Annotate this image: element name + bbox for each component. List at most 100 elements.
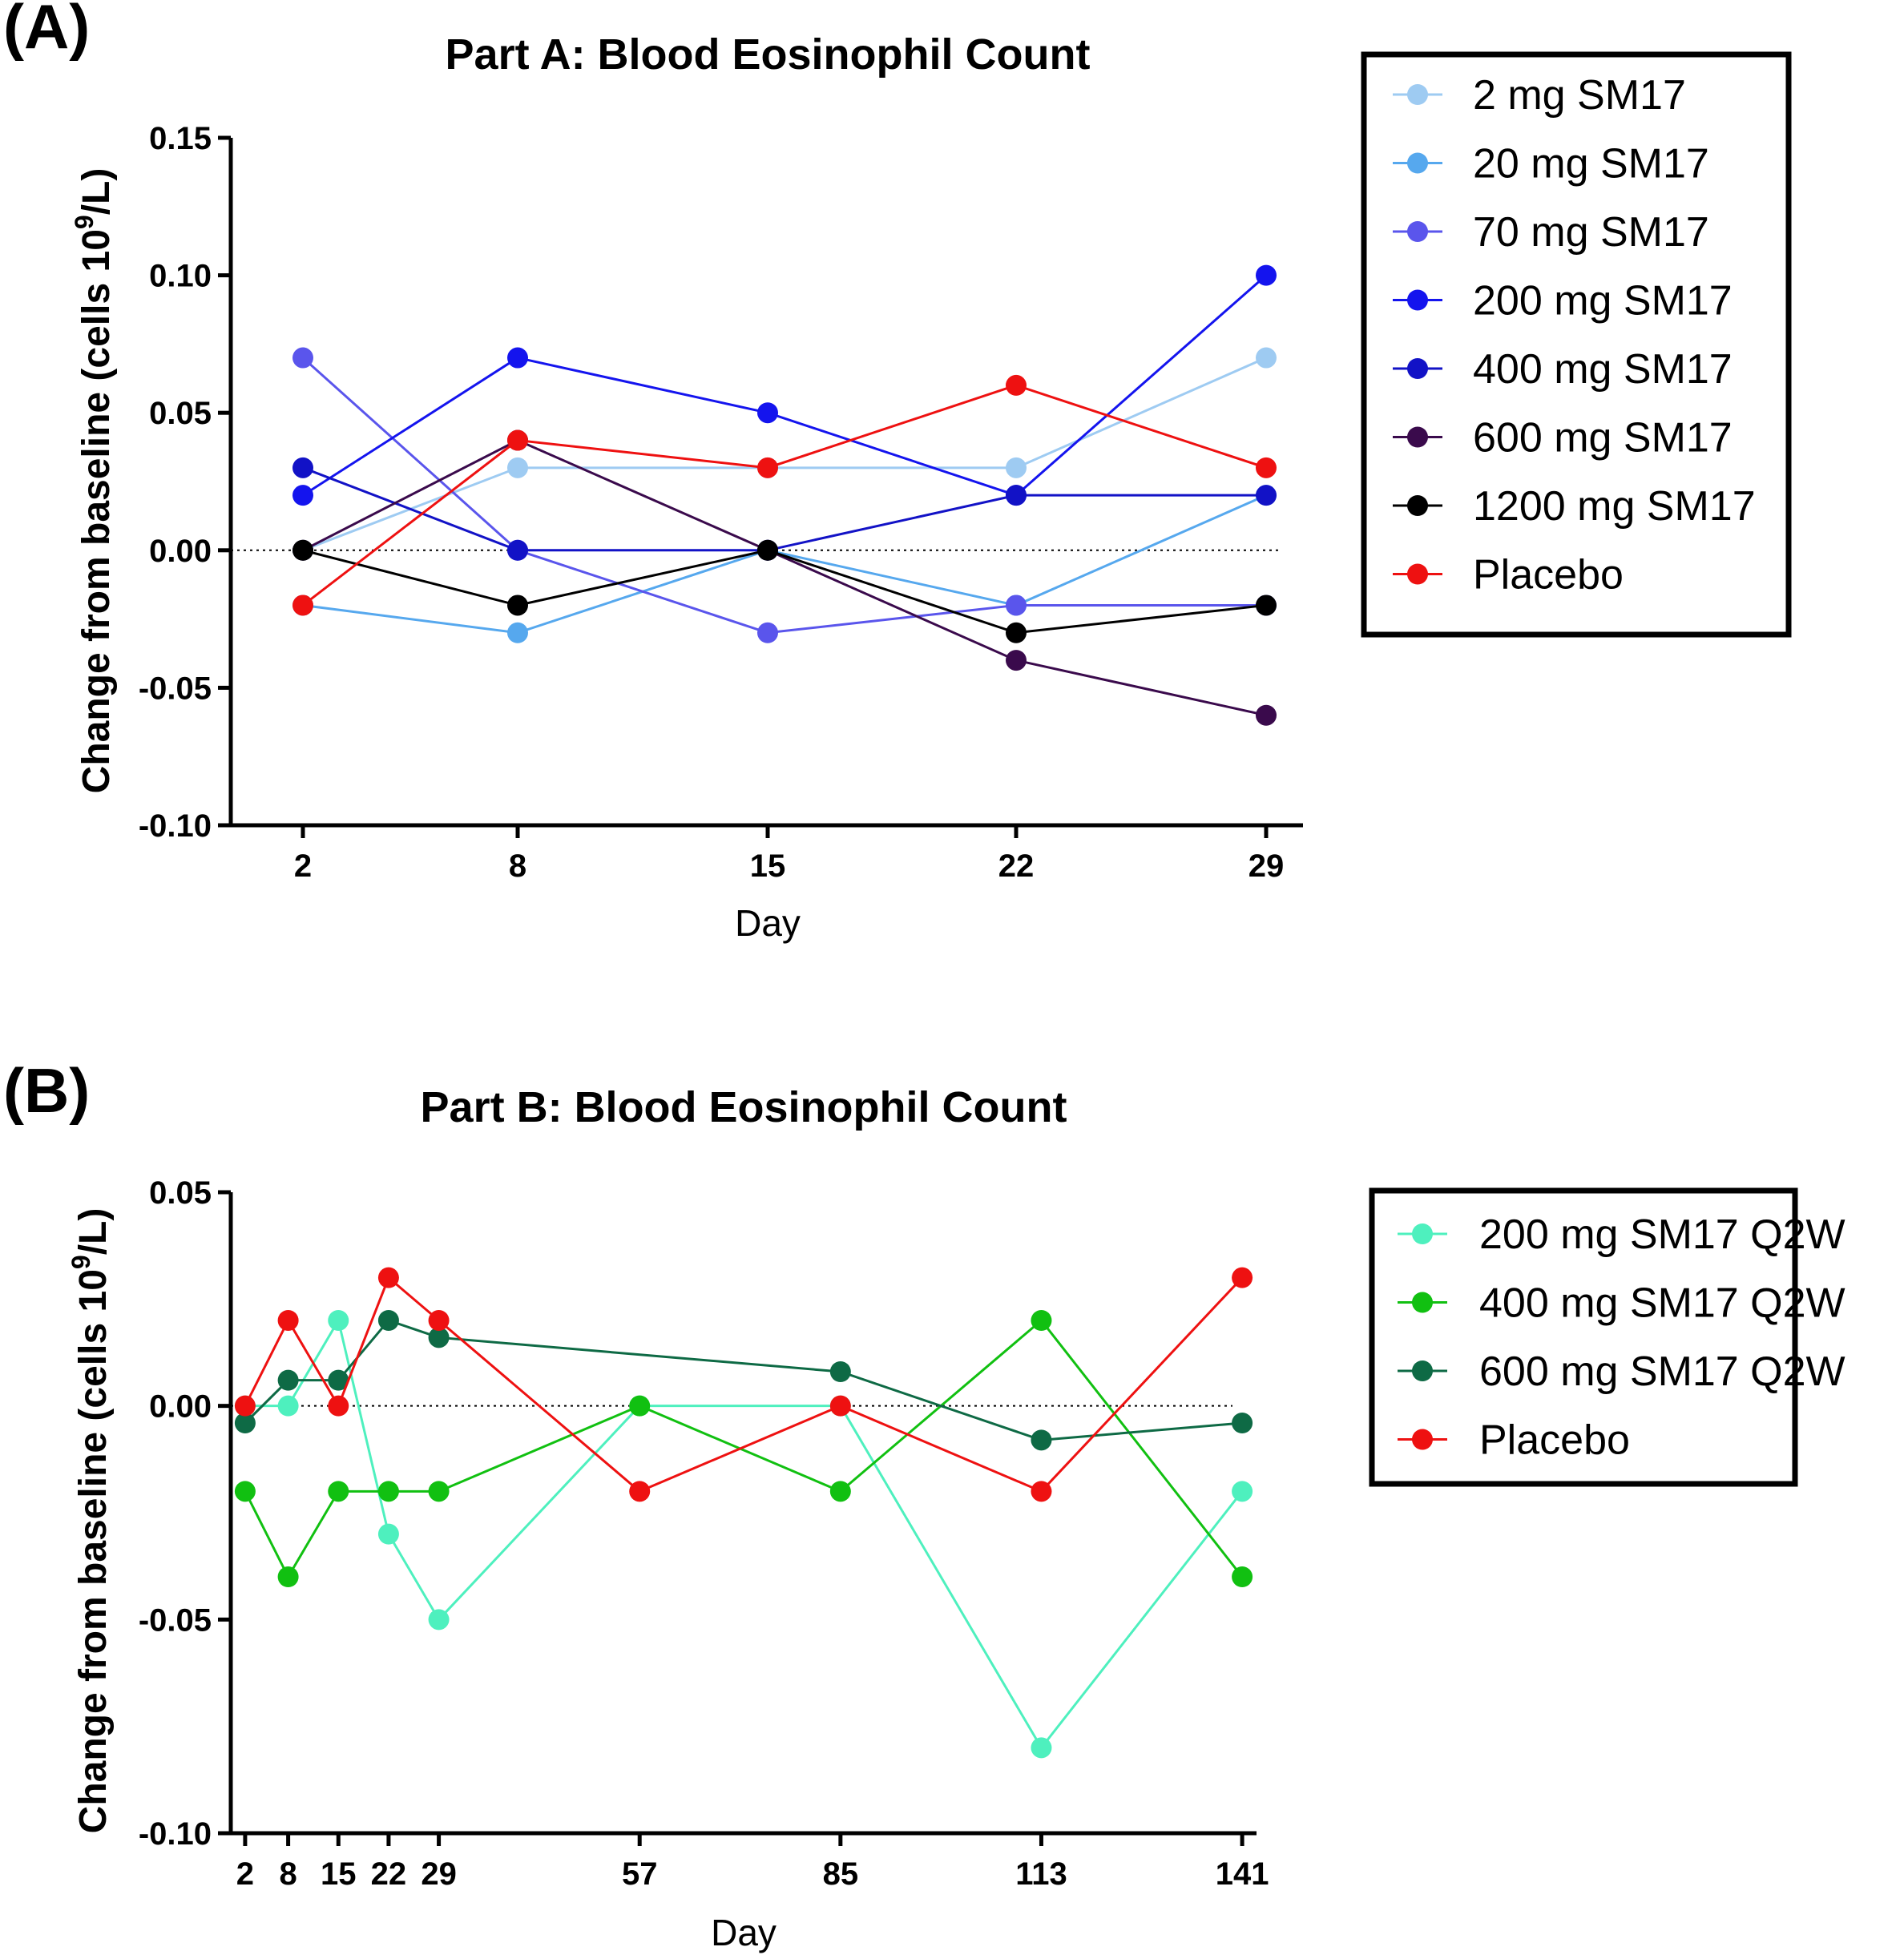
panel-b-data-point — [629, 1481, 651, 1502]
panel-a-data-point — [1006, 595, 1027, 616]
panel-b-data-point — [377, 1481, 399, 1502]
panel-a-series-line-1 — [302, 357, 1267, 552]
panel-a-axes: 0.15 0.10 0.05 0.00 -0.05 -0.10 2 8 15 22 29 — [139, 121, 1303, 884]
panel-a-data-point — [757, 622, 778, 643]
panel-a-legend-label: 20 mg SM17 — [1473, 141, 1709, 187]
panel-b-data-point — [328, 1310, 349, 1331]
panel-a-x-axis-title: Day — [735, 902, 801, 944]
panel-a-data-point — [292, 485, 313, 506]
panel-a-legend-marker — [1407, 289, 1428, 311]
panel-b-data-point — [1232, 1481, 1253, 1502]
panel-b-data-point — [234, 1395, 256, 1417]
panel-b-data-point — [234, 1481, 256, 1502]
panel-b-data-point — [377, 1267, 399, 1288]
panel-b-x-tick-label: 2 — [236, 1856, 254, 1892]
panel-a-label: (A) — [3, 0, 90, 62]
panel-a-data-point — [757, 539, 778, 561]
panel-a-y-tick-label: 0.05 — [149, 396, 212, 431]
panel-b-y-tick-label: 0.00 — [149, 1389, 212, 1425]
panel-b-legend-label: Placebo — [1479, 1417, 1630, 1464]
panel-b-x-tick-label: 141 — [1216, 1856, 1269, 1892]
panel-b-data-point — [1232, 1413, 1253, 1433]
panel-b-data-point — [328, 1395, 349, 1417]
panel-b-x-tick-label: 57 — [622, 1856, 658, 1892]
panel-b-data-point — [829, 1481, 851, 1502]
panel-b-data-point — [1031, 1429, 1052, 1451]
panel-a-series-line-7 — [302, 549, 1267, 635]
panel-b-data-point — [428, 1481, 450, 1502]
panel-a-series-line-2 — [302, 494, 1267, 635]
panel-b-data-point — [277, 1310, 299, 1331]
panel-b-data-point — [829, 1361, 851, 1382]
panel-b-x-tick-label: 22 — [371, 1856, 407, 1892]
panel-a-legend-label: 200 mg SM17 — [1473, 278, 1733, 324]
panel-b-data-point — [234, 1413, 256, 1433]
panel-b-data-point — [277, 1395, 299, 1417]
panel-a-title: Part A: Blood Eosinophil Count — [446, 30, 1091, 79]
panel-b-data-point — [1031, 1310, 1052, 1331]
panel-a-x-tick-label: 29 — [1248, 849, 1285, 884]
panel-a-data-point — [757, 402, 778, 424]
panel-a-legend-label: 400 mg SM17 — [1473, 346, 1733, 393]
panel-a-data-point — [1006, 457, 1027, 478]
panel-b-data-point — [328, 1369, 349, 1391]
panel-b-data-point — [377, 1523, 399, 1545]
panel-a-legend-marker — [1407, 221, 1428, 242]
panel-a-data-point — [507, 429, 528, 451]
panel-a-y-tick-label: -0.10 — [139, 808, 212, 844]
panel-a-x-tick-label: 22 — [998, 849, 1035, 884]
panel-a-legend-marker — [1407, 152, 1428, 174]
panel-b-data-point — [1031, 1481, 1052, 1502]
panel-b-x-axis-title: Day — [711, 1912, 777, 1953]
panel-a-data-point — [292, 539, 313, 561]
panel-b-series-line-3 — [244, 1319, 1243, 1441]
panel-b-data-point — [1232, 1267, 1253, 1288]
panel-a-data-point — [292, 595, 313, 616]
panel-a-data-point — [292, 457, 313, 478]
panel-b-legend-box — [1369, 1187, 1798, 1487]
panel-b-legend-marker — [1412, 1223, 1433, 1244]
panel-a-legend-marker — [1407, 358, 1428, 379]
panel-a-data-point — [757, 457, 778, 478]
panel-a-data-point — [1006, 485, 1027, 506]
panel-b-data-point — [829, 1395, 851, 1417]
panel-b-data-point — [428, 1310, 450, 1331]
panel-a-y-tick-label: 0.10 — [149, 259, 212, 294]
panel-b-data-point — [1232, 1566, 1253, 1587]
panel-a-data-point — [1006, 374, 1027, 396]
panel-a-series-line-6 — [302, 438, 1267, 717]
panel-b-x-tick-label: 15 — [321, 1856, 357, 1892]
panel-b-plot — [234, 1267, 1253, 1759]
panel-b-data-point — [277, 1369, 299, 1391]
panel-b-data-point — [428, 1327, 450, 1348]
panel-b-data-point — [428, 1609, 450, 1631]
panel-a-legend-marker — [1407, 563, 1428, 585]
panel-a-y-axis-title: Change from baseline (cells 109/L) — [70, 168, 118, 794]
panel-a-data-point — [1256, 457, 1277, 478]
panel-b-data-point — [277, 1566, 299, 1587]
panel-b-legend: 200 mg SM17 Q2W 400 mg SM17 Q2W 600 mg SM1… — [1398, 1211, 1846, 1464]
panel-a-legend-label: Placebo — [1473, 552, 1624, 599]
panel-b-axes: 0.05 0.00 -0.05 -0.10 2 8 15 22 29 57 85 113 141 — [139, 1175, 1269, 1892]
panel-a-y-tick-label: -0.05 — [139, 671, 212, 706]
panel-a-data-point — [507, 539, 528, 561]
panel-b-y-axis-title: Change from baseline (cells 109/L) — [67, 1208, 115, 1834]
panel-b-y-tick-label: -0.05 — [139, 1602, 212, 1638]
panel-a-plot — [292, 264, 1277, 726]
panel-a-legend-box — [1361, 51, 1792, 638]
panel-b-x-tick-label: 8 — [279, 1856, 296, 1892]
panel-a-legend-label: 600 mg SM17 — [1473, 415, 1733, 462]
panel-b-data-point — [629, 1395, 651, 1417]
panel-b-data-point — [377, 1310, 399, 1331]
panel-b-title: Part B: Blood Eosinophil Count — [421, 1083, 1067, 1131]
panel-b: (B) Part B: Blood Eosinophil Count Chang… — [3, 1055, 1846, 1953]
panel-b-data-point — [328, 1481, 349, 1502]
panel-a-legend-label: 1200 mg SM17 — [1473, 483, 1756, 530]
panel-a-data-point — [507, 622, 528, 643]
panel-a-data-point — [1006, 622, 1027, 643]
panel-a-data-point — [1256, 704, 1277, 726]
panel-a-legend-label: 70 mg SM17 — [1473, 209, 1709, 256]
panel-a-legend: 2 mg SM17 20 mg SM17 70 mg SM17 200 mg SM17… — [1393, 72, 1756, 599]
panel-b-legend-marker — [1412, 1292, 1433, 1313]
